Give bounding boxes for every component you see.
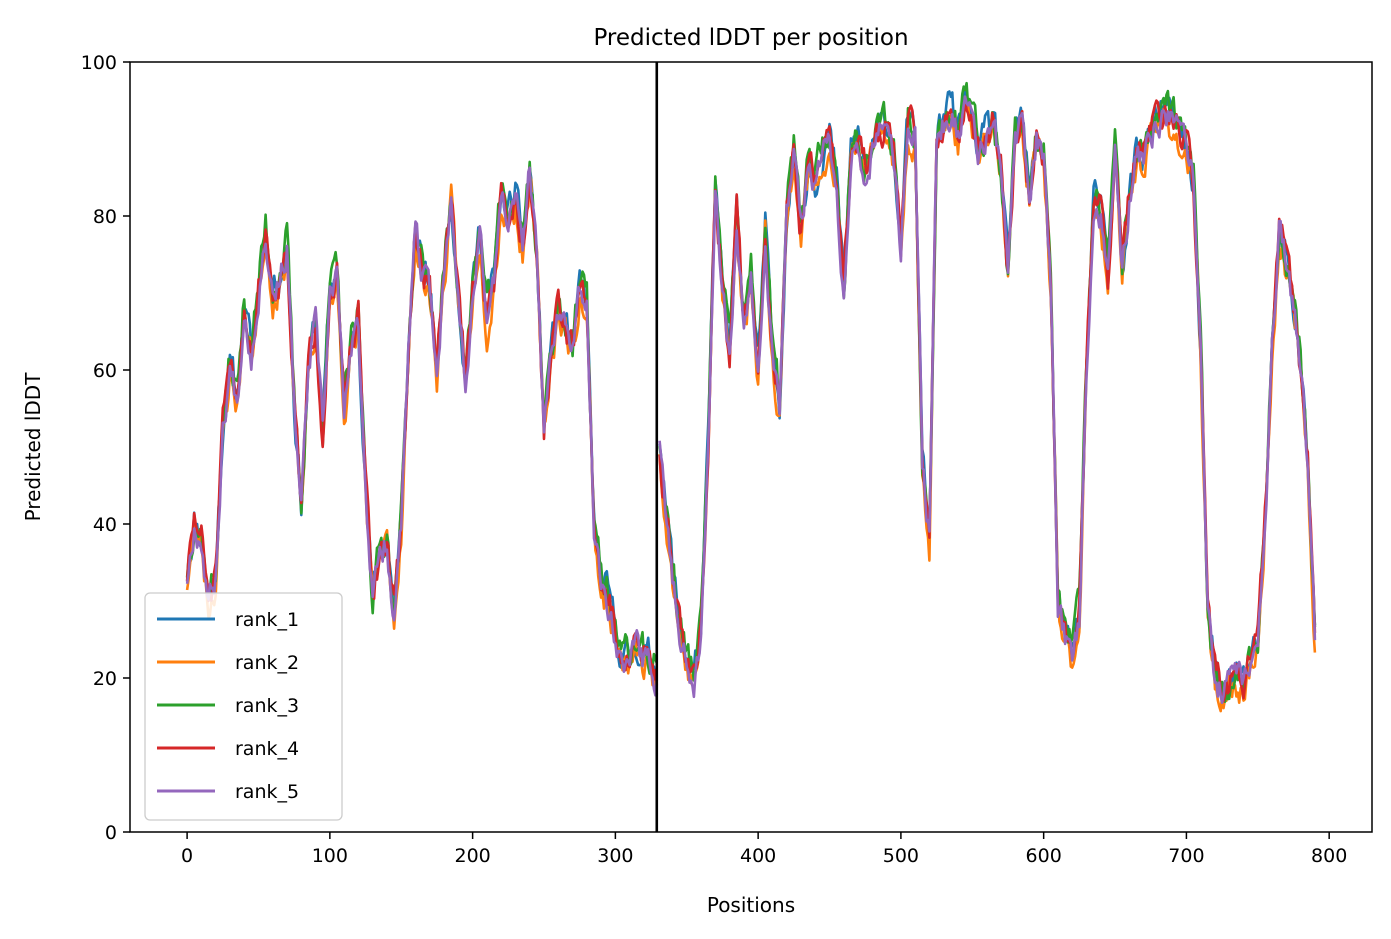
y-axis: 0 20 40 60 80 100: [81, 52, 130, 844]
x-tick-label: 0: [181, 845, 193, 867]
legend-label-rank_4: rank_4: [235, 738, 299, 760]
series-line-rank_1-part-2: [660, 91, 1315, 697]
y-tick-label: 40: [93, 514, 117, 536]
series-line-rank_2-part-2: [660, 101, 1315, 711]
series-line-rank_4-part-2: [660, 99, 1315, 701]
legend-label-rank_2: rank_2: [235, 652, 299, 674]
series-line-rank_3-part-2: [660, 83, 1315, 702]
legend-label-rank_5: rank_5: [235, 781, 299, 803]
lddt-chart: Predicted lDDT per position 0 100 200 300 40…: [0, 0, 1391, 939]
series-line-rank_5-part-2: [660, 97, 1315, 703]
chart-title: Predicted lDDT per position: [593, 25, 908, 51]
x-tick-label: 200: [454, 845, 490, 867]
x-tick-label: 300: [597, 845, 633, 867]
y-tick-label: 100: [81, 52, 117, 74]
x-tick-label: 500: [883, 845, 919, 867]
y-tick-label: 20: [93, 668, 117, 690]
legend-label-rank_3: rank_3: [235, 695, 299, 717]
series-layer: [187, 83, 1315, 711]
y-tick-label: 0: [105, 822, 117, 844]
x-axis: 0 100 200 300 400 500 600 700 800: [181, 832, 1347, 867]
x-tick-label: 600: [1026, 845, 1062, 867]
legend-label-rank_1: rank_1: [235, 609, 299, 631]
y-tick-label: 60: [93, 360, 117, 382]
y-axis-label: Predicted lDDT: [21, 372, 45, 522]
x-axis-label: Positions: [707, 893, 795, 917]
x-tick-label: 700: [1168, 845, 1204, 867]
legend: rank_1 rank_2 rank_3 rank_4 rank_5: [145, 593, 342, 820]
x-tick-label: 800: [1311, 845, 1347, 867]
x-tick-label: 400: [740, 845, 776, 867]
x-tick-label: 100: [312, 845, 348, 867]
y-tick-label: 80: [93, 206, 117, 228]
